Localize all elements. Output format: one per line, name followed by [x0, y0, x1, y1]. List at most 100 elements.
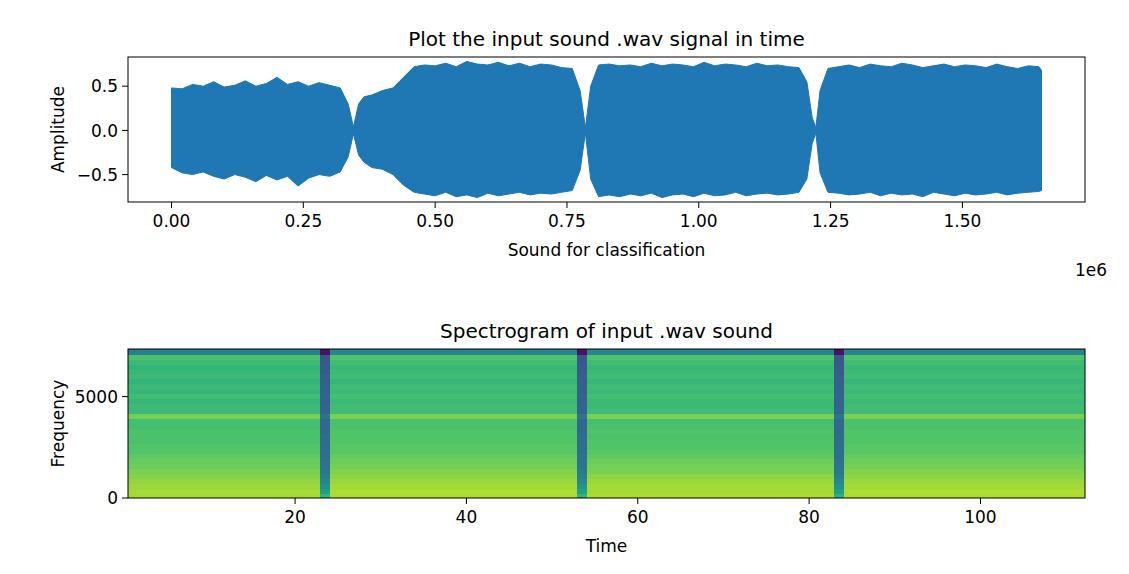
spectrogram-cell — [320, 364, 331, 370]
x-tick-label: 20 — [284, 507, 306, 527]
spectrogram-cell — [320, 448, 331, 454]
spectrogram-cell — [844, 404, 1085, 410]
spectrogram-cell — [128, 473, 321, 479]
spectrogram-cell — [587, 369, 834, 375]
panel-title: Spectrogram of input .wav sound — [440, 319, 773, 343]
spectrogram-cell — [844, 399, 1085, 405]
spectrogram-cell — [587, 443, 834, 449]
spectrogram-cell — [834, 384, 845, 390]
spectrogram-cell — [844, 483, 1085, 489]
y-tick-label: 0.0 — [91, 121, 118, 141]
spectrogram-cell — [128, 419, 321, 425]
spectrogram-cell — [330, 473, 577, 479]
spectrogram-cell — [587, 359, 834, 365]
spectrogram-cell — [577, 493, 588, 498]
x-tick — [809, 498, 810, 504]
y-tick — [122, 174, 128, 175]
spectrogram-cell — [587, 483, 834, 489]
x-tick-label: 0.50 — [416, 211, 454, 231]
spectrogram-cell — [587, 384, 834, 390]
panel-1: 2040608010005000Spectrogram of input .wa… — [48, 319, 1085, 556]
spectrogram-cell — [834, 468, 845, 474]
x-tick-label: 40 — [456, 507, 478, 527]
spectrogram-cell — [577, 443, 588, 449]
x-tick-label: 1.50 — [943, 211, 981, 231]
spectrogram-cell — [330, 448, 577, 454]
spectrogram-cell — [577, 389, 588, 395]
spectrogram-cell — [577, 404, 588, 410]
spectrogram-cell — [844, 384, 1085, 390]
spectrogram-cell — [330, 394, 577, 400]
x-tick — [962, 202, 963, 208]
spectrogram-cell — [844, 428, 1085, 434]
spectrogram-cell — [128, 414, 321, 420]
spectrogram-cell — [128, 433, 321, 439]
spectrogram-cell — [834, 428, 845, 434]
plot-area — [172, 61, 1042, 197]
x-tick — [303, 202, 304, 208]
x-tick — [980, 498, 981, 504]
spectrogram-cell — [834, 463, 845, 469]
spectrogram-cell — [577, 359, 588, 365]
spectrogram-cell — [128, 483, 321, 489]
spectrogram-cell — [587, 493, 834, 498]
plot-area — [128, 349, 1085, 498]
spectrogram-cell — [844, 424, 1085, 430]
y-tick-label: 0 — [107, 488, 118, 508]
spectrogram-cell — [330, 478, 577, 484]
spectrogram-cell — [320, 424, 331, 430]
spectrogram-cell — [128, 404, 321, 410]
spectrogram-cell — [587, 364, 834, 370]
spectrogram-cell — [587, 419, 834, 425]
spectrogram-cell — [128, 359, 321, 365]
spectrogram-cell — [320, 399, 331, 405]
spectrogram-cell — [320, 443, 331, 449]
spectrogram-cell — [844, 443, 1085, 449]
spectrogram-cell — [834, 414, 845, 420]
spectrogram-cell — [128, 349, 321, 355]
y-tick — [122, 86, 128, 87]
spectrogram-cell — [577, 394, 588, 400]
spectrogram-cell — [834, 493, 845, 498]
x-tick — [295, 498, 296, 504]
spectrogram-cell — [320, 369, 331, 375]
y-tick-label: 5000 — [75, 387, 118, 407]
spectrogram-cell — [577, 374, 588, 380]
spectrogram-cell — [320, 468, 331, 474]
spectrogram-cell — [587, 379, 834, 385]
spectrogram-cell — [577, 468, 588, 474]
spectrogram-cell — [330, 458, 577, 464]
spectrogram-cell — [330, 409, 577, 415]
spectrogram-cell — [320, 463, 331, 469]
spectrogram-cell — [320, 478, 331, 484]
spectrogram-cell — [844, 389, 1085, 395]
x-tick — [637, 498, 638, 504]
spectrogram-cell — [330, 349, 577, 355]
spectrogram-cell — [834, 404, 845, 410]
spectrogram-cell — [320, 428, 331, 434]
spectrogram-cell — [128, 389, 321, 395]
spectrogram-cell — [320, 374, 331, 380]
spectrogram-cell — [834, 448, 845, 454]
spectrogram-cell — [128, 409, 321, 415]
spectrogram-cell — [330, 354, 577, 360]
spectrogram-cell — [834, 369, 845, 375]
spectrogram-cell — [834, 443, 845, 449]
spectrogram-cell — [587, 389, 834, 395]
spectrogram-cell — [844, 433, 1085, 439]
spectrogram-cell — [834, 483, 845, 489]
spectrogram-cell — [320, 473, 331, 479]
spectrogram-cell — [320, 349, 331, 355]
spectrogram-cell — [320, 414, 331, 420]
spectrogram-cell — [330, 424, 577, 430]
spectrogram-cell — [320, 354, 331, 360]
spectrogram-cell — [844, 409, 1085, 415]
spectrogram-cell — [330, 483, 577, 489]
axes-frame — [128, 349, 1085, 498]
spectrogram-cell — [587, 448, 834, 454]
spectrogram-cell — [587, 424, 834, 430]
spectrogram-cell — [587, 404, 834, 410]
spectrogram-cell — [320, 384, 331, 390]
spectrogram-cell — [320, 404, 331, 410]
spectrogram-cell — [128, 448, 321, 454]
